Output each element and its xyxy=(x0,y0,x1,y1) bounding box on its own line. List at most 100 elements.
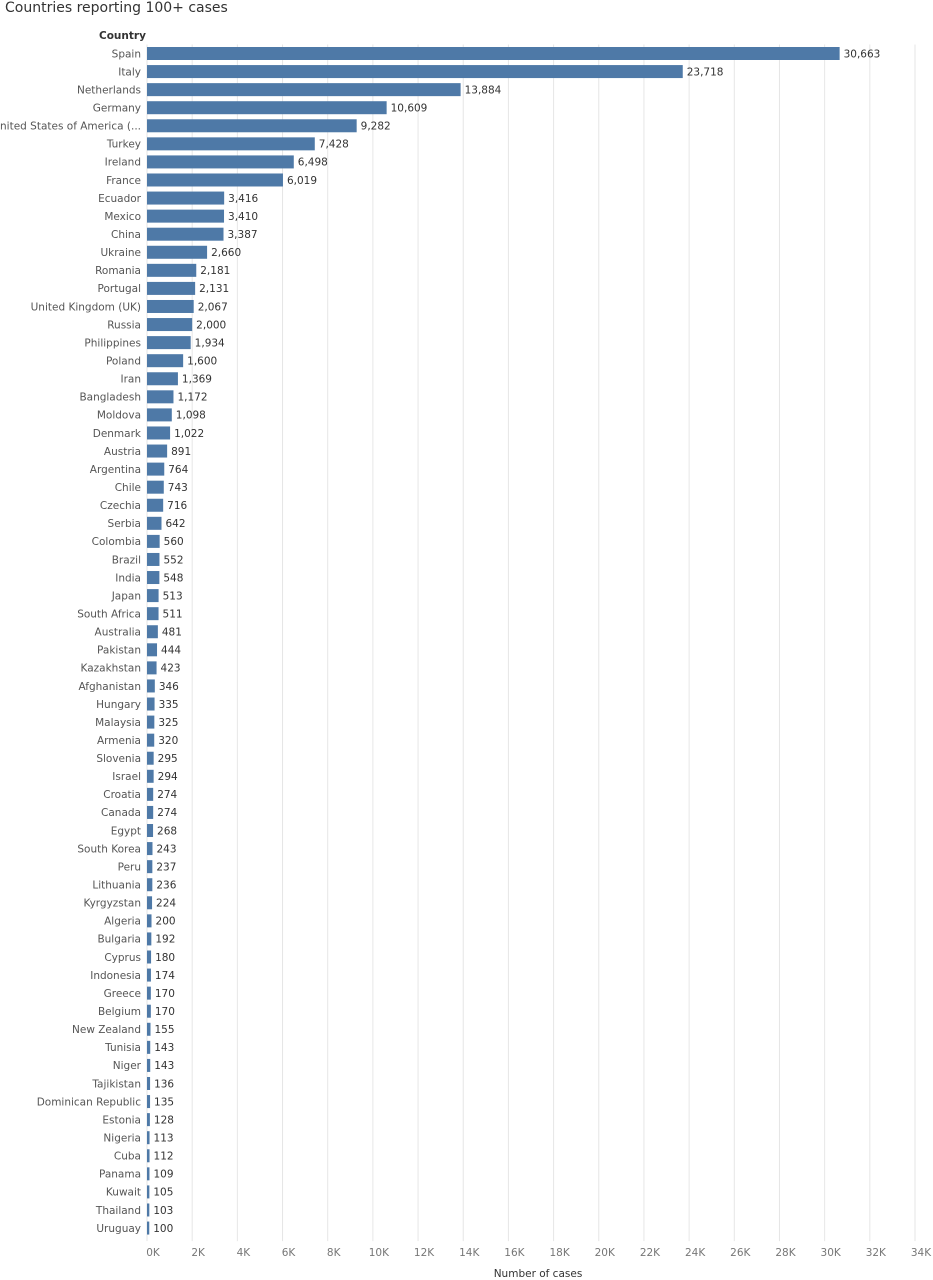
bar xyxy=(147,101,387,115)
bar xyxy=(147,191,225,205)
data-label: 2,000 xyxy=(196,319,226,331)
x-tick-label: 12K xyxy=(414,1247,435,1259)
bar xyxy=(147,47,840,60)
category-label: Cuba xyxy=(114,1151,141,1163)
data-label: 268 xyxy=(157,825,177,837)
bar xyxy=(147,1095,151,1109)
data-label: 180 xyxy=(155,952,175,964)
data-label: 548 xyxy=(163,572,183,584)
bar xyxy=(147,679,155,693)
bar xyxy=(147,1131,150,1145)
data-label: 444 xyxy=(161,645,181,657)
bar xyxy=(147,83,461,97)
data-label: 224 xyxy=(156,898,176,910)
category-label: Algeria xyxy=(104,916,141,928)
category-labels: Spain Italy Netherlands Germany United State… xyxy=(0,48,142,1235)
bar xyxy=(147,444,168,458)
bar xyxy=(147,1149,150,1163)
bar xyxy=(147,751,154,765)
x-tick-label: 4K xyxy=(237,1247,252,1259)
category-label: Japan xyxy=(111,590,141,602)
data-label: 170 xyxy=(155,1006,175,1018)
bar xyxy=(147,263,197,277)
bar xyxy=(147,119,357,133)
category-label: Romania xyxy=(95,265,141,277)
category-label: China xyxy=(111,229,141,241)
bar xyxy=(147,805,154,819)
data-label: 109 xyxy=(153,1169,173,1181)
category-label: Peru xyxy=(118,861,141,873)
data-label: 143 xyxy=(154,1060,174,1072)
data-label: 1,098 xyxy=(176,410,206,422)
bar xyxy=(147,372,178,386)
data-label: 237 xyxy=(156,861,176,873)
data-label: 135 xyxy=(154,1096,174,1108)
bar xyxy=(147,968,151,982)
category-label: Bulgaria xyxy=(97,934,141,946)
category-label: Bangladesh xyxy=(79,392,141,404)
data-label: 513 xyxy=(163,590,183,602)
x-tick-label: 28K xyxy=(775,1247,796,1259)
category-label: Pakistan xyxy=(97,645,141,657)
category-label: Denmark xyxy=(93,428,142,440)
category-label: Afghanistan xyxy=(78,681,141,693)
data-label: 3,387 xyxy=(228,229,258,241)
category-label: Malaysia xyxy=(95,717,141,729)
x-tick-label: 18K xyxy=(549,1247,570,1259)
bar xyxy=(147,137,315,151)
data-label: 2,067 xyxy=(198,301,228,313)
data-label: 295 xyxy=(158,753,178,765)
x-tick-label: 22K xyxy=(640,1247,661,1259)
data-label: 1,600 xyxy=(187,355,217,367)
bar xyxy=(147,1221,150,1235)
category-label: Estonia xyxy=(102,1114,141,1126)
grid-lines xyxy=(146,44,916,1242)
x-tick-label: 8K xyxy=(327,1247,342,1259)
bar xyxy=(147,1076,151,1090)
category-label: Russia xyxy=(107,319,141,331)
category-label: Egypt xyxy=(111,825,141,837)
category-label: Tunisia xyxy=(104,1042,141,1054)
data-label: 891 xyxy=(171,446,191,458)
bar xyxy=(147,534,160,548)
data-label: 243 xyxy=(156,843,176,855)
x-tick-label: 2K xyxy=(191,1247,206,1259)
x-tick-label: 34K xyxy=(911,1247,932,1259)
bar xyxy=(147,299,194,313)
category-label: Armenia xyxy=(97,735,141,747)
category-label: South Africa xyxy=(77,608,141,620)
data-label: 13,884 xyxy=(465,84,502,96)
category-label: Lithuania xyxy=(92,880,141,892)
bar xyxy=(147,318,193,332)
x-tick-label: 6K xyxy=(282,1247,297,1259)
data-label: 320 xyxy=(158,735,178,747)
x-tick-label: 0K xyxy=(146,1247,161,1259)
data-label: 552 xyxy=(163,554,183,566)
category-label: Argentina xyxy=(90,464,141,476)
category-label: Slovenia xyxy=(96,753,141,765)
category-label: Italy xyxy=(118,66,141,78)
bar xyxy=(147,552,160,566)
data-label: 2,660 xyxy=(211,247,241,259)
category-label: United States of America (... xyxy=(0,121,141,133)
x-tick-label: 16K xyxy=(504,1247,525,1259)
bar xyxy=(147,408,172,422)
x-tick-label: 24K xyxy=(685,1247,706,1259)
data-label: 1,022 xyxy=(174,428,204,440)
category-label: Portugal xyxy=(98,283,142,295)
data-label: 236 xyxy=(156,880,176,892)
category-label: South Korea xyxy=(77,843,141,855)
data-label: 716 xyxy=(167,500,187,512)
bar xyxy=(147,245,208,259)
bar xyxy=(147,661,157,675)
bar xyxy=(147,1040,151,1054)
category-label: Brazil xyxy=(112,554,141,566)
category-label: Tajikistan xyxy=(91,1078,141,1090)
data-label: 3,410 xyxy=(228,211,258,223)
data-label: 100 xyxy=(153,1223,173,1235)
data-label: 136 xyxy=(154,1078,174,1090)
category-label: Moldova xyxy=(97,410,141,422)
category-label: Dominican Republic xyxy=(37,1096,142,1108)
